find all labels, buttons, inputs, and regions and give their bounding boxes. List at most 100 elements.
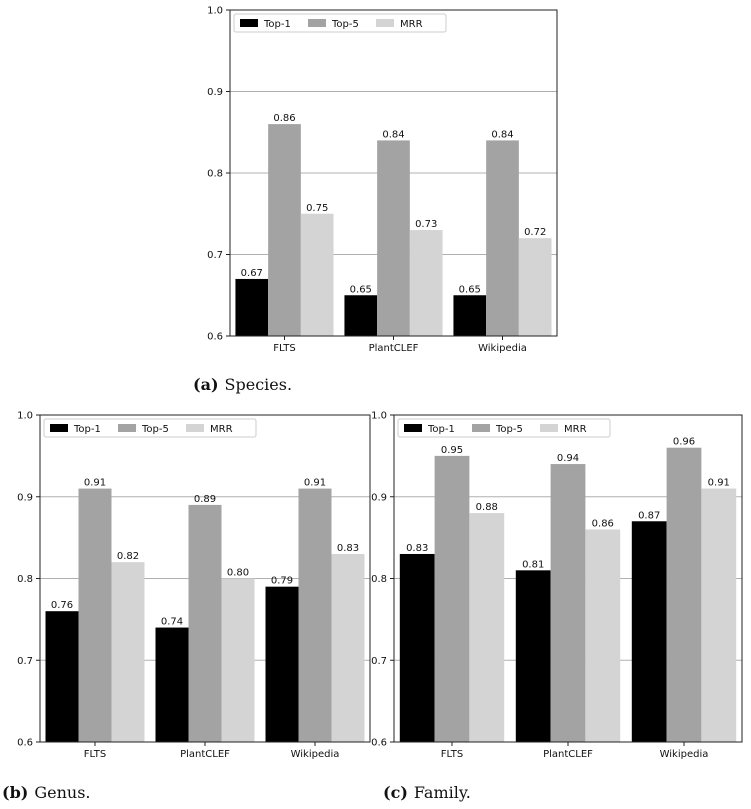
plot-frame [229,9,558,337]
plot-frame [39,414,371,743]
legend-box [397,418,611,438]
y-tick-label: 1.0 [207,6,223,17]
bar [155,627,189,742]
data-label: 0.82 [117,551,139,562]
bar [701,488,737,742]
legend-label: Top-1 [73,424,101,435]
caption-genus-tag: (b) [2,783,29,802]
bar [409,230,443,336]
bar [666,447,702,742]
data-label: 0.76 [51,600,73,611]
data-label: 0.94 [557,453,579,464]
caption-family-tag: (c) [383,783,408,802]
y-tick-label: 0.8 [17,574,33,585]
data-label: 0.73 [415,219,437,230]
legend-label: Top-5 [495,424,523,435]
legend: Top-1 Top-5 MRR [233,13,447,33]
x-tick-label: Wikipedia [660,749,709,760]
y-tick-label: 0.8 [207,169,223,180]
data-label: 0.96 [673,437,695,448]
legend-label: Top-5 [141,424,169,435]
bar [434,455,470,742]
y-tick-label: 0.7 [207,250,223,261]
bar [469,513,505,742]
caption-family-text: Family. [413,783,471,802]
x-tick-label: PlantCLEF [369,343,419,354]
chart-family: 0.6 0.7 0.8 0.9 1.0 0.83 0.95 0.88 FLTS 0.81 0.94 0… [371,405,751,760]
x-tick-label: Wikipedia [478,343,527,354]
caption-family: (c) Family. [383,783,471,802]
chart-genus: 0.6 0.7 0.8 0.9 1.0 0.76 0.91 0.82 FLTS 0.74 0.89 0… [0,405,372,760]
legend-swatch [376,19,394,27]
chart-genus-svg: 0.6 0.7 0.8 0.9 1.0 0.76 0.91 0.82 FLTS 0.74 0.89 0… [17,411,371,760]
legend-swatch [540,424,558,432]
bar [298,488,332,742]
bar [268,124,301,336]
bar [344,295,378,336]
caption-genus-text: Genus. [34,783,91,802]
chart-family-svg: 0.6 0.7 0.8 0.9 1.0 0.83 0.95 0.88 FLTS 0.81 0.94 0… [371,411,743,760]
legend-swatch [404,424,422,432]
data-label: 0.86 [592,518,614,529]
caption-species: (a) Species. [193,375,292,394]
y-tick-label: 0.7 [17,656,33,667]
legend-swatch [118,424,136,432]
bar [515,570,551,742]
legend: Top-1 Top-5 MRR [397,418,611,438]
data-label: 0.67 [241,268,263,279]
bar [188,504,222,742]
data-label: 0.84 [382,129,404,140]
bar [300,213,334,336]
bar [265,586,299,742]
y-tick-label: 0.6 [371,738,387,749]
legend-label: MRR [564,424,587,435]
x-tick-label: FLTS [441,749,463,760]
legend-box [233,13,447,33]
legend: Top-1 Top-5 MRR [43,418,257,438]
bar [631,521,667,742]
legend-label: Top-1 [263,19,291,30]
data-label: 0.83 [337,543,359,554]
bar [550,464,586,742]
data-label: 0.74 [161,617,183,628]
legend-swatch [186,424,204,432]
caption-species-tag: (a) [193,375,219,394]
data-label: 0.72 [524,227,546,238]
bar [45,611,79,742]
caption-genus: (b) Genus. [2,783,90,802]
bar [78,488,112,742]
bar [399,553,435,742]
legend-swatch [472,424,490,432]
x-tick-label: PlantCLEF [543,749,593,760]
chart-species: 0.6 0.7 0.8 0.9 1.0 0.67 0.86 0.75 FLTS 0.65 0.84 0… [195,0,575,360]
y-tick-label: 0.9 [17,492,33,503]
y-tick-label: 0.8 [371,574,387,585]
caption-species-text: Species. [224,375,293,394]
bar [111,562,145,742]
bar [377,140,410,336]
data-label: 0.79 [271,576,293,587]
legend-label: MRR [210,424,233,435]
legend-label: Top-1 [427,424,455,435]
bar [331,553,365,742]
data-label: 0.95 [441,445,463,456]
y-tick-label: 1.0 [371,411,387,422]
y-tick-label: 1.0 [17,411,33,422]
data-label: 0.91 [708,478,730,489]
bar [585,529,621,742]
data-label: 0.83 [406,543,428,554]
x-tick-label: PlantCLEF [180,749,230,760]
data-label: 0.91 [84,478,106,489]
data-label: 0.91 [304,478,326,489]
bar [221,578,255,742]
data-label: 0.80 [227,568,249,579]
x-tick-label: FLTS [84,749,106,760]
data-label: 0.84 [491,129,513,140]
y-tick-label: 0.9 [371,492,387,503]
bar [518,238,552,336]
legend-swatch [308,19,326,27]
bar [453,295,487,336]
data-label: 0.89 [194,494,216,505]
data-label: 0.65 [459,284,481,295]
legend-swatch [50,424,68,432]
